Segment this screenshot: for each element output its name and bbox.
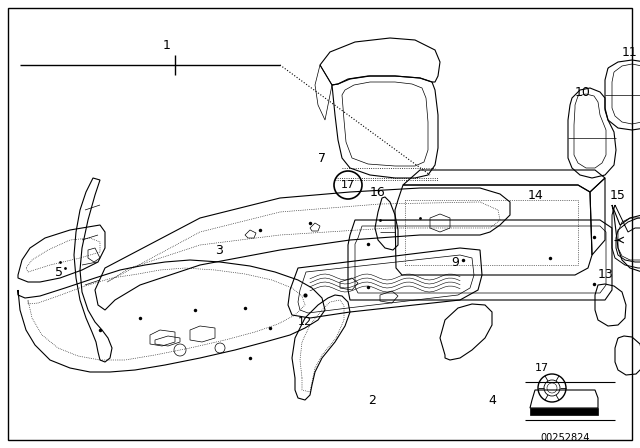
- Text: 9: 9: [451, 255, 459, 268]
- Text: 3: 3: [215, 244, 223, 257]
- Text: 17: 17: [535, 363, 549, 373]
- Text: 15: 15: [610, 189, 626, 202]
- Text: 11: 11: [622, 46, 637, 59]
- Text: 00252824: 00252824: [540, 433, 589, 443]
- Text: 13: 13: [598, 268, 614, 281]
- Text: 14: 14: [528, 189, 544, 202]
- Text: 12: 12: [298, 317, 312, 327]
- Text: 10: 10: [575, 86, 591, 99]
- Text: 7: 7: [318, 151, 326, 164]
- Text: 1: 1: [163, 39, 171, 52]
- Text: 16: 16: [370, 185, 386, 198]
- Text: 5: 5: [55, 266, 63, 279]
- Text: 2: 2: [368, 393, 376, 406]
- Polygon shape: [530, 408, 598, 415]
- Text: 17: 17: [341, 180, 355, 190]
- Text: 4: 4: [488, 393, 496, 406]
